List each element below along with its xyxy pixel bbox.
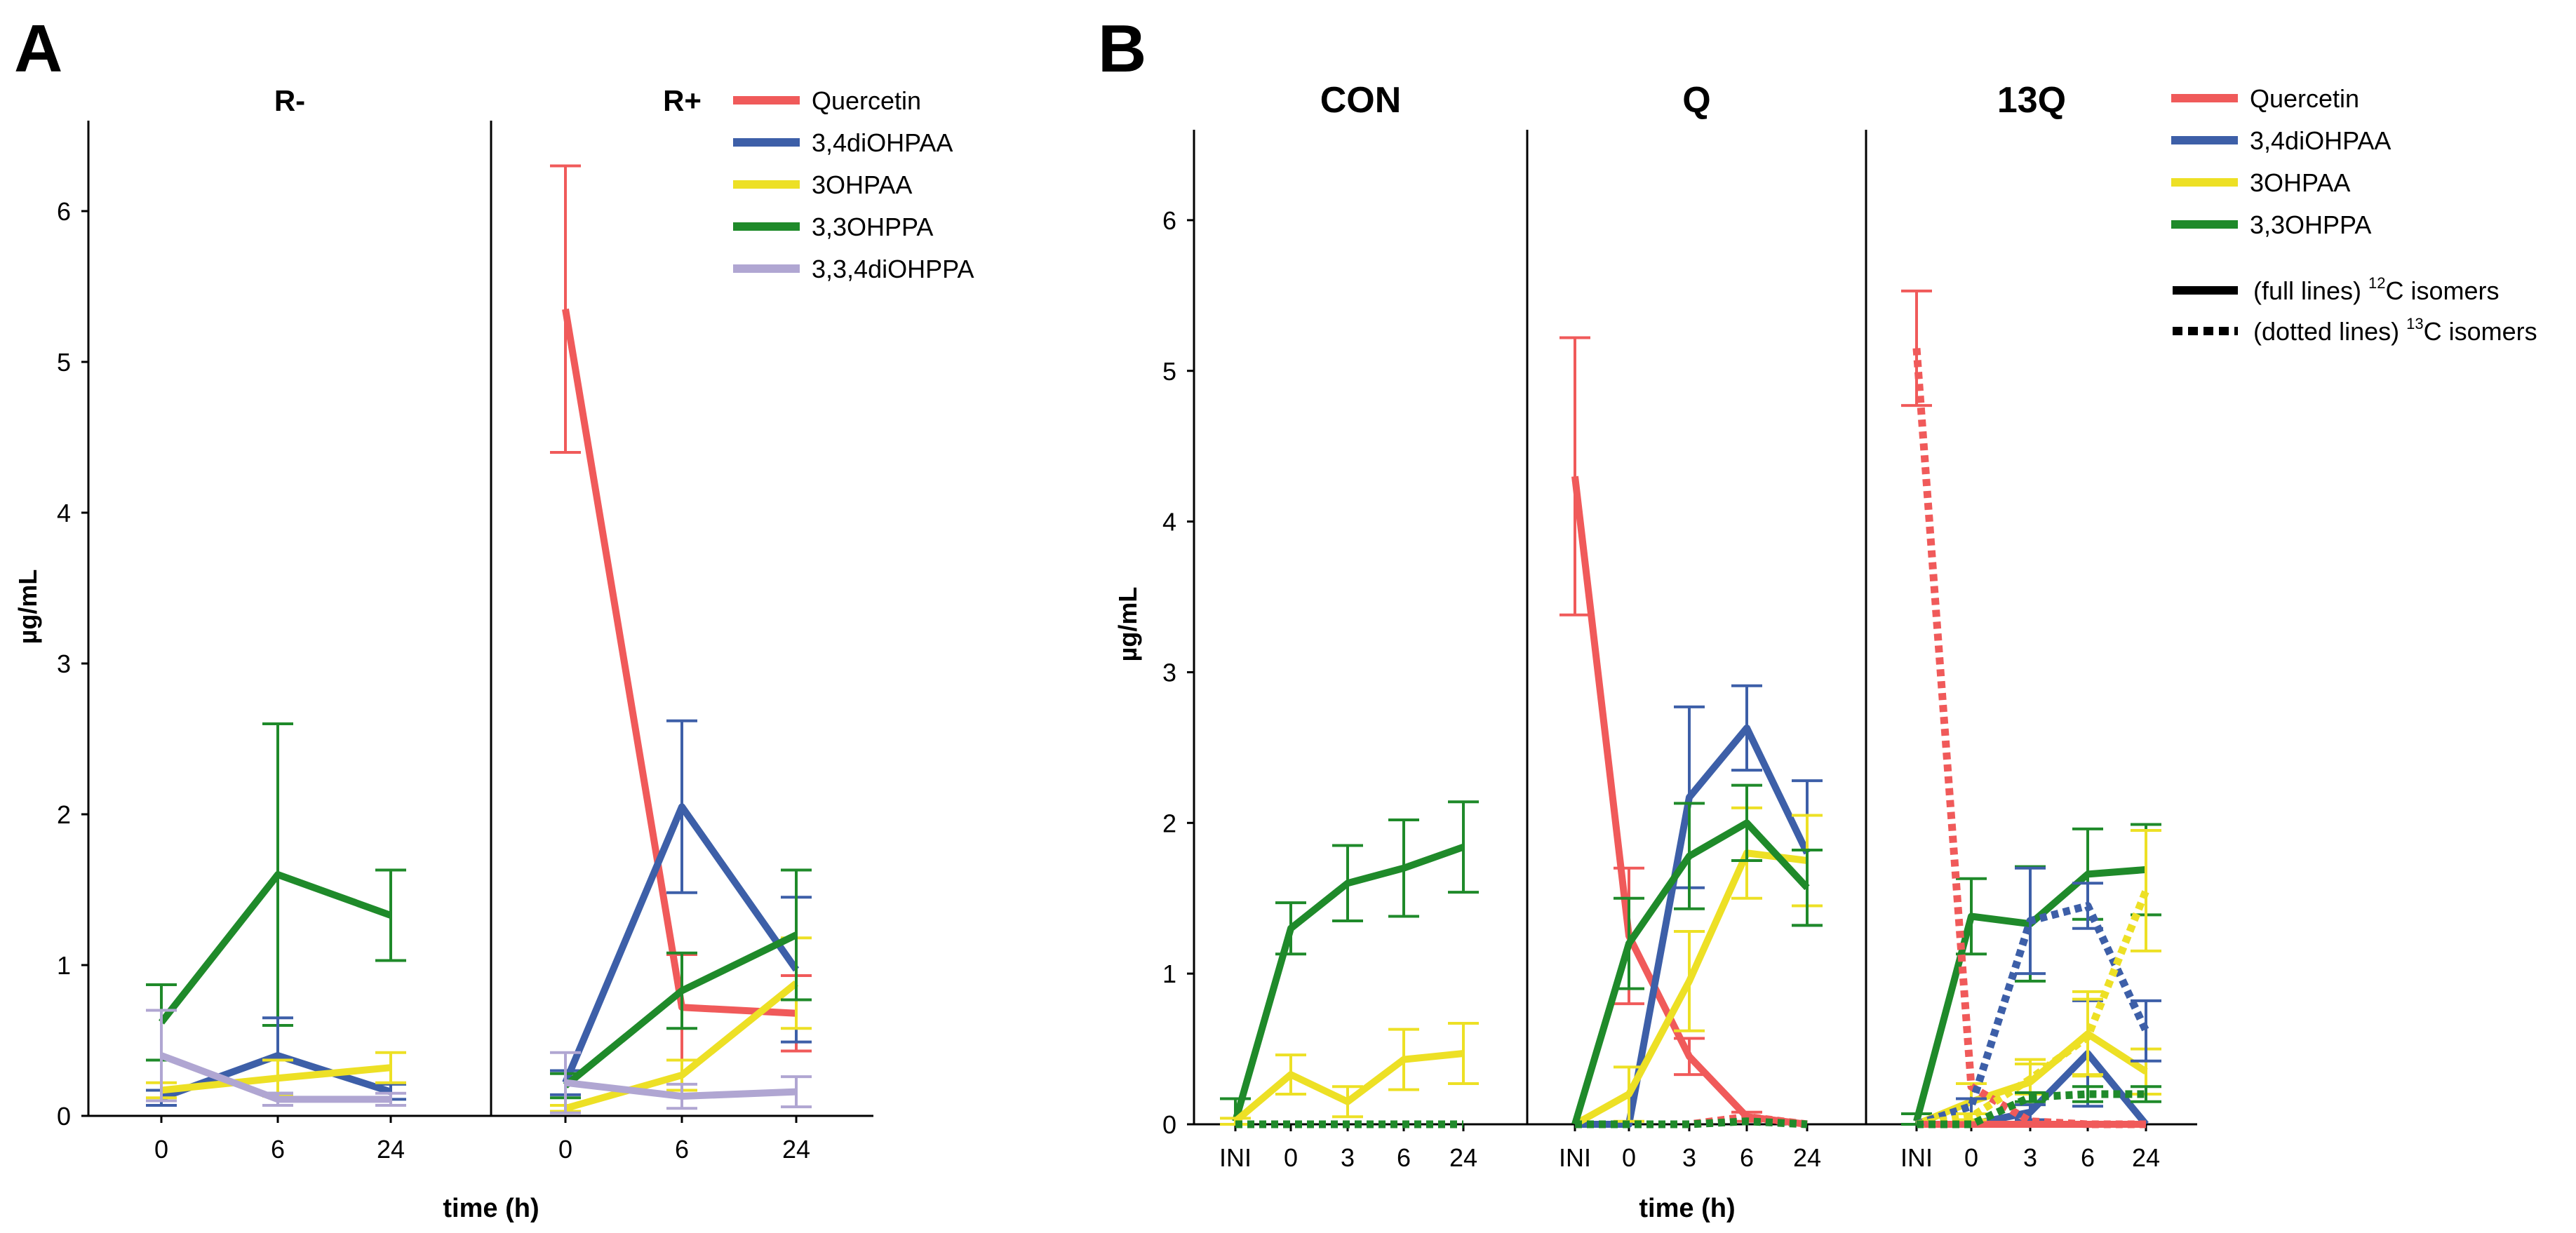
x-tick-label: INI xyxy=(1900,1143,1933,1172)
legend-label: 3,3,4diOHPPA xyxy=(812,255,974,283)
x-tick-label: 24 xyxy=(1449,1143,1477,1172)
y-tick-label: 0 xyxy=(1162,1110,1176,1139)
figure: A B R-0123456µg/mL0624time (h)R+0624Quer… xyxy=(0,0,2576,1233)
x-tick-label: 6 xyxy=(1740,1143,1754,1172)
panel-letter-b: B xyxy=(1098,11,1146,86)
plot-title: R- xyxy=(274,84,305,117)
series-quercetin-13c xyxy=(1901,291,2146,1124)
y-tick-label: 1 xyxy=(57,951,71,980)
panel-letter-a: A xyxy=(14,11,62,86)
x-tick-label: 3 xyxy=(2023,1143,2037,1172)
y-tick-label: 1 xyxy=(1162,959,1176,988)
legend-label: 3OHPAA xyxy=(2250,168,2350,197)
x-tick-label: INI xyxy=(1559,1143,1591,1172)
legend: Quercetin 3,4diOHPAA 3OHPAA 3,3OHPPA 3,3,4di… xyxy=(733,86,974,283)
series-34diohpaa-12c xyxy=(1575,686,1823,1124)
style-legend-label: (dotted lines) 13C isomers xyxy=(2253,315,2537,346)
y-tick-label: 2 xyxy=(1162,809,1176,837)
x-tick-label: 0 xyxy=(558,1135,572,1164)
legend-label: 3,4diOHPAA xyxy=(812,128,953,157)
y-tick-label: 0 xyxy=(57,1102,71,1131)
plot-title: CON xyxy=(1320,80,1402,121)
legend: Quercetin 3,4diOHPAA 3OHPAA 3,3OHPPA xyxy=(2171,84,2391,239)
series-3ohpaa-12c xyxy=(146,1053,406,1098)
isotope-superscript: 12 xyxy=(2368,274,2385,292)
y-axis-label: µg/mL xyxy=(1113,587,1142,662)
y-axis-label: µg/mL xyxy=(13,570,42,645)
y-tick-label: 3 xyxy=(1162,658,1176,687)
legend-label: 3,3OHPPA xyxy=(812,213,933,241)
x-tick-label: 0 xyxy=(1284,1143,1298,1172)
x-tick-label: 6 xyxy=(675,1135,689,1164)
series-33ohppa-12c xyxy=(146,724,406,1060)
isotope-superscript: 13 xyxy=(2406,315,2423,332)
series-3ohpaa-12c xyxy=(1575,808,1823,1124)
y-tick-label: 3 xyxy=(57,649,71,678)
x-tick-label: 3 xyxy=(1341,1143,1355,1172)
x-tick-label: 24 xyxy=(782,1135,810,1164)
plot-b-con: CON 0 1 2 3 4 5 6 µg/mL INI 0 3 6 24 xyxy=(1113,80,1527,1172)
style-legend: (full lines) 12C isomers(dotted lines) 1… xyxy=(2173,274,2537,346)
style-legend-suffix: C isomers xyxy=(2424,317,2537,346)
legend-label: Quercetin xyxy=(812,86,921,115)
plot-a-rminus: R- 0 1 2 3 4 5 6 µg/mL 0 6 24 time (h) xyxy=(13,84,539,1223)
plot-title: R+ xyxy=(663,84,702,117)
legend-label: 3OHPAA xyxy=(812,170,912,199)
x-tick-label: INI xyxy=(1219,1143,1252,1172)
plot-title: Q xyxy=(1682,80,1710,121)
plot-a-rplus: R+ 0 6 24 Quercetin 3,4diOHPAA 3OHPAA 3,3OHPPA 3… xyxy=(491,84,974,1164)
x-tick-label: 3 xyxy=(1682,1143,1696,1172)
series-line xyxy=(565,309,796,1013)
series-line xyxy=(1235,847,1463,1121)
series-33ohppa-12c xyxy=(1220,802,1479,1124)
y-tick-label: 6 xyxy=(1162,206,1176,235)
style-legend-text: (dotted lines) xyxy=(2253,317,2406,346)
y-tick-label: 4 xyxy=(1162,508,1176,537)
legend-label: Quercetin xyxy=(2250,84,2359,113)
x-axis-label: time (h) xyxy=(1639,1194,1735,1223)
x-tick-label: 6 xyxy=(2081,1143,2095,1172)
x-tick-label: 24 xyxy=(377,1135,405,1164)
legend-label: 3,4diOHPAA xyxy=(2250,126,2391,155)
x-tick-label: 0 xyxy=(1622,1143,1636,1172)
x-axis-label: time (h) xyxy=(443,1194,539,1223)
y-tick-label: 6 xyxy=(57,197,71,226)
x-tick-label: 0 xyxy=(1964,1143,1978,1172)
plot-b-13q: 13Q INI 0 3 6 24 Quercetin 3,4diOHPAA 3OHPAA 3,3O… xyxy=(1866,80,2537,1172)
x-tick-label: 6 xyxy=(1397,1143,1411,1172)
style-legend-suffix: C isomers xyxy=(2386,276,2500,305)
x-tick-label: 0 xyxy=(154,1135,168,1164)
y-tick-label: 4 xyxy=(57,499,71,527)
y-tick-label: 2 xyxy=(57,800,71,829)
plot-title: 13Q xyxy=(1997,80,2066,121)
x-tick-label: 24 xyxy=(2132,1143,2160,1172)
y-tick-label: 5 xyxy=(57,348,71,377)
x-tick-label: 6 xyxy=(271,1135,285,1164)
series-line xyxy=(1917,349,2146,1124)
series-quercetin-12c xyxy=(550,166,812,1060)
series-line xyxy=(1575,853,1807,1124)
style-legend-text: (full lines) xyxy=(2253,276,2368,305)
series-line xyxy=(161,875,391,1023)
style-legend-label: (full lines) 12C isomers xyxy=(2253,274,2500,305)
series-quercetin-12c xyxy=(1559,337,1807,1124)
x-tick-label: 24 xyxy=(1793,1143,1821,1172)
plot-b-q: Q INI 0 3 6 24 time (h) xyxy=(1527,80,1866,1223)
y-tick-label: 5 xyxy=(1162,357,1176,386)
legend-label: 3,3OHPPA xyxy=(2250,210,2371,239)
